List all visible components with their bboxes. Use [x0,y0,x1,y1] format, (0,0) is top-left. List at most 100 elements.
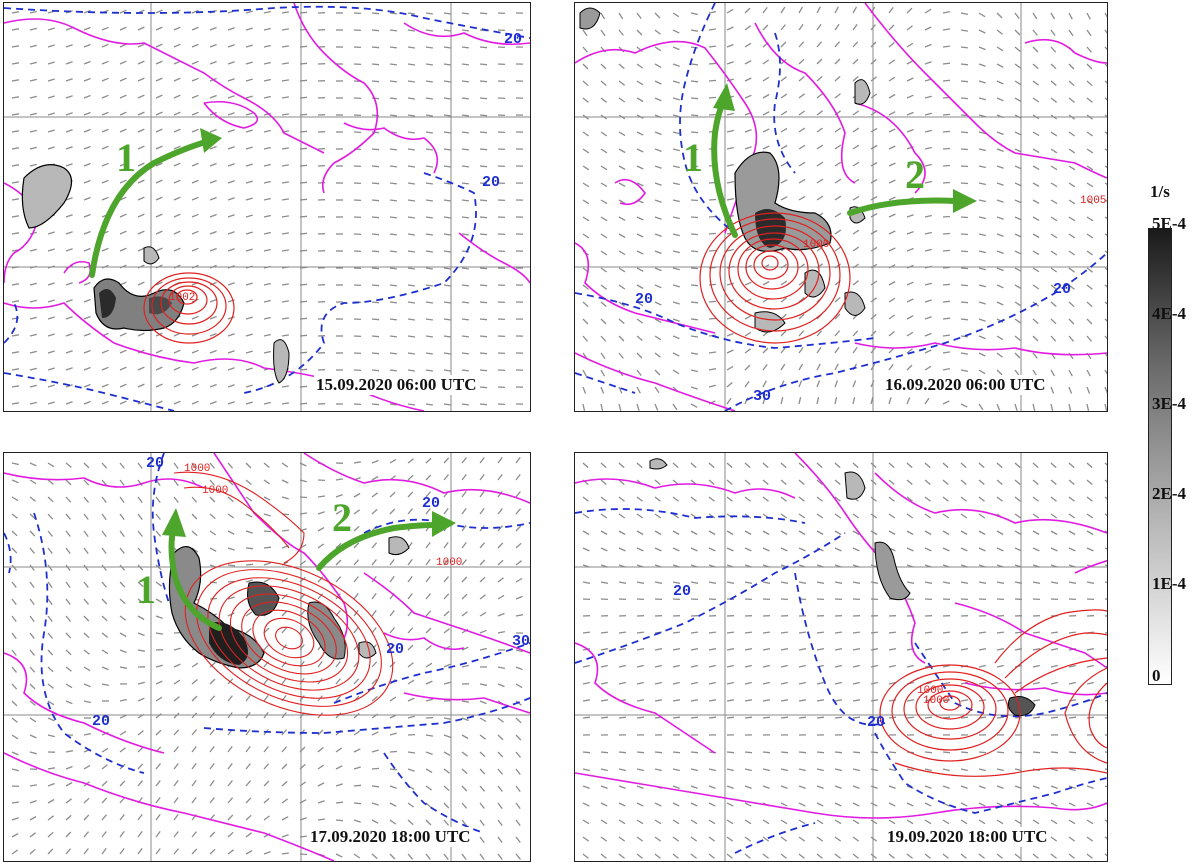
wind-vector [744,547,752,552]
wind-vector [1032,250,1040,256]
wind-vector [209,763,215,770]
wind-vector [497,734,504,741]
wind-vector [1068,479,1075,485]
wind-vector [726,112,734,116]
wind-vector [888,264,896,269]
wind-vector [870,664,878,668]
wind-vector [978,369,986,375]
wind-vector [245,462,252,469]
wind-vector [11,615,17,622]
wind-vector [834,75,841,82]
wind-vector [870,751,879,754]
wind-vector [654,530,662,536]
wind-vector [726,716,735,719]
wind-vector [906,77,914,82]
wind-vector [816,75,823,82]
wind-vector [227,831,234,838]
wind-vector [1086,216,1094,222]
wind-vector [47,299,55,303]
wind-vector [389,165,397,168]
wind-vector [119,128,127,133]
wind-vector [906,247,914,252]
wind-vector [389,732,397,736]
wind-vector [443,508,449,515]
wind-vector [371,475,379,481]
wind-vector [245,146,253,150]
wind-vector [672,97,680,101]
wind-vector [672,46,680,51]
wind-vector [1104,479,1107,483]
wind-vector [870,581,879,584]
wind-vector [978,29,986,34]
wind-vector [515,717,522,724]
wind-vector [29,27,37,31]
wind-vector [119,797,125,804]
wind-vector [389,12,397,15]
wind-vector [65,798,72,804]
wind-vector [960,768,968,772]
wind-vector [1050,819,1058,825]
wind-vector [870,76,877,82]
wind-vector [83,649,90,655]
wind-vector [636,12,642,19]
wind-vector [726,581,735,584]
isotach-label: 20 [482,174,500,191]
wind-vector [996,768,1004,772]
wind-vector [137,43,145,48]
wind-vector [636,664,644,668]
wind-vector [1014,335,1021,341]
wind-vector [335,747,343,753]
wind-vector [227,797,234,804]
wind-vector [888,111,896,116]
wind-vector [83,496,89,503]
wind-vector [461,131,469,134]
wind-vector [479,853,485,860]
wind-vector [582,97,589,103]
wind-vector [996,819,1004,825]
wind-vector [101,145,109,150]
wind-vector [708,11,717,14]
wind-vector [119,479,125,486]
wind-vector [906,315,914,320]
arrow-label-1: 1 [136,567,156,612]
wind-vector [371,369,380,372]
wind-vector [317,511,325,515]
wind-vector [1086,369,1091,377]
wind-vector [173,60,181,65]
wind-vector [600,681,608,685]
wind-vector [227,316,235,320]
wind-vector [101,649,109,655]
wind-vector [389,785,397,789]
wind-vector [371,216,380,219]
wind-vector [281,249,290,252]
wind-vector [425,284,433,287]
wind-vector [744,836,752,842]
wind-vector [461,352,469,355]
wind-vector [245,197,253,201]
wind-vector [960,716,969,719]
wind-vector [461,576,468,583]
wind-vector [582,46,588,53]
wind-vector [636,182,644,187]
wind-vector [1104,250,1107,254]
wind-vector [798,6,804,14]
wind-vector [425,97,433,100]
wind-vector [281,283,290,286]
wind-vector [83,60,91,65]
wind-vector [798,547,806,552]
wind-vector [83,281,91,286]
wind-vector [654,335,662,341]
wind-vector [47,333,55,337]
wind-vector [425,593,431,600]
wind-vector [906,94,914,99]
wind-vector [960,148,969,151]
wind-vector [407,335,415,338]
wind-vector [798,347,804,354]
wind-vector [762,364,768,371]
wind-vector [798,802,806,807]
wind-vector [245,729,251,736]
wind-vector [515,649,523,653]
wind-vector [47,61,55,65]
wind-vector [173,366,181,371]
wind-vector [425,680,433,685]
